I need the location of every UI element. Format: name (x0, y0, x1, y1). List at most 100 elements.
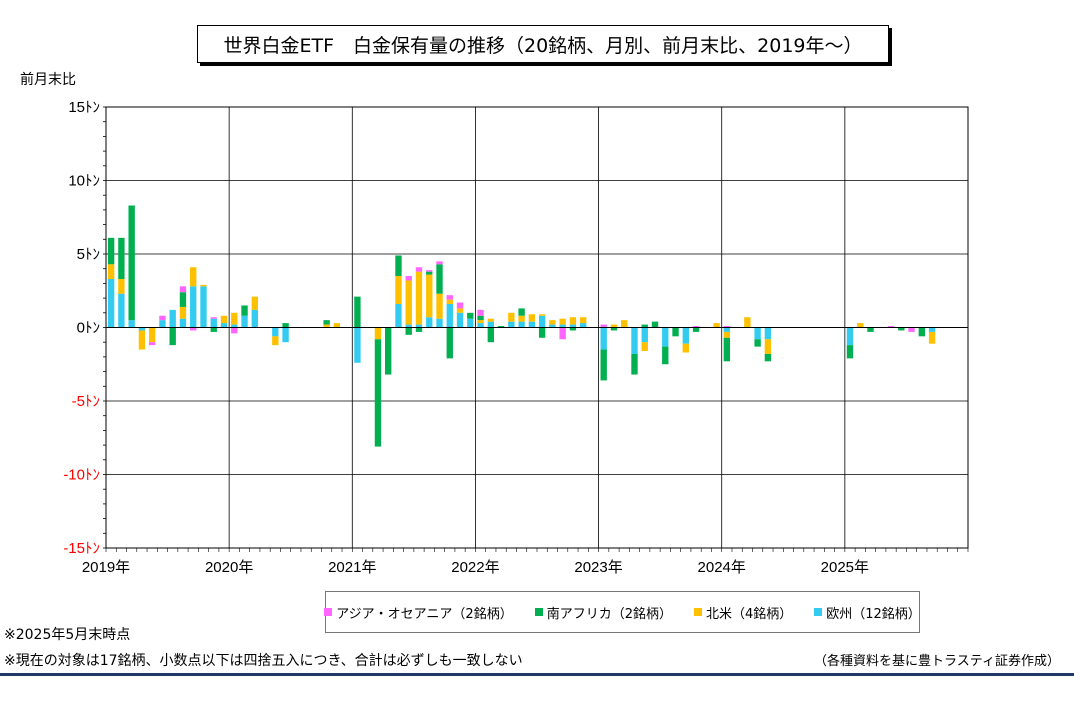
bar-segment-south-africa (477, 315, 484, 321)
y-tick-label: -5ﾄﾝ (72, 393, 100, 410)
bar-segment-asia (415, 267, 423, 272)
bar-segment-south-africa (538, 327, 546, 338)
bar-segment-south-africa (723, 337, 731, 362)
bar-segment-north-america (477, 320, 484, 324)
bar-segment-asia (405, 276, 412, 281)
bar-segment-north-america (148, 327, 156, 343)
bar-segment-europe (518, 321, 525, 328)
bar-segment-europe (251, 309, 258, 328)
bar-segment-south-africa (651, 321, 659, 328)
bar-segment-europe (200, 286, 207, 328)
bar-segment-south-africa (241, 305, 248, 316)
bar-segment-asia (456, 302, 464, 309)
bar-segment-south-africa (128, 205, 135, 321)
bar-segment-europe (467, 318, 474, 328)
bar-segment-europe (446, 303, 453, 328)
legend-item-asia: アジア・オセアニア（2銘柄） (324, 603, 513, 622)
bar-segment-europe (754, 327, 761, 340)
chart-title: 世界白金ETF 白金保有量の推移（20銘柄、月別、前月末比、2019年～） (197, 25, 889, 63)
bar-segment-europe (928, 327, 936, 332)
x-year-label: 2022年 (451, 559, 499, 576)
legend-label-asia: アジア・オセアニア（2銘柄） (336, 606, 513, 622)
y-tick-label: -15ﾄﾝ (63, 540, 100, 557)
bar-segment-north-america (138, 330, 146, 350)
bar-segment-north-america (405, 280, 412, 325)
bar-segment-north-america (272, 336, 279, 346)
bar-segment-europe (272, 327, 279, 337)
bar-segment-north-america (374, 327, 382, 340)
bar-segment-north-america (508, 312, 515, 322)
bar-segment-europe (631, 327, 638, 354)
bar-segment-north-america (426, 274, 433, 318)
bar-segment-asia (159, 315, 166, 321)
x-year-label: 2019年 (82, 559, 130, 576)
bar-segment-europe (128, 320, 135, 328)
bar-segment-south-africa (426, 271, 433, 275)
legend-swatch-asia (324, 608, 333, 616)
bar-segment-south-africa (631, 353, 638, 375)
bar-segment-south-africa (415, 327, 423, 332)
bar-segment-south-africa (641, 324, 648, 328)
bar-segment-north-america (118, 278, 125, 294)
bar-segment-north-america (528, 314, 536, 322)
y-axis-title: 前月末比 (20, 71, 76, 87)
source-note: （各種資料を基に豊トラスティ証券作成） (814, 654, 1060, 669)
bar-segment-south-africa (692, 327, 700, 332)
bar-segment-north-america (436, 293, 443, 319)
bar-segment-south-africa (405, 327, 412, 335)
bar-segment-south-africa (898, 327, 905, 331)
bar-segment-asia (692, 326, 700, 328)
bar-segment-europe (456, 312, 464, 328)
bar-segment-europe (538, 315, 546, 328)
bar-segment-asia (148, 342, 156, 346)
bar-segment-south-africa (600, 349, 607, 381)
legend-item-europe: 欧州（12銘柄） (814, 603, 921, 622)
bar-segment-south-africa (672, 327, 679, 337)
footer-divider (0, 673, 1074, 676)
bar-segment-europe (641, 327, 648, 343)
bar-segment-europe (354, 327, 361, 363)
legend-label-europe: 欧州（12銘柄） (826, 606, 921, 622)
bar-segment-asia (908, 327, 915, 332)
bar-segment-north-america (323, 324, 330, 328)
bar-segment-north-america (559, 318, 566, 325)
x-year-label: 2025年 (821, 559, 869, 576)
bar-segment-south-africa (282, 323, 289, 328)
bar-segment-europe (169, 309, 176, 328)
bar-segment-europe (682, 327, 689, 344)
x-year-label: 2023年 (574, 559, 622, 576)
bar-segment-asia (190, 327, 197, 331)
bar-chart: 15ﾄﾝ 10ﾄﾝ 5ﾄﾝ 0ﾄﾝ -5ﾄﾝ -10ﾄﾝ -15ﾄﾝ 前月末比 2019年 202… (20, 71, 969, 576)
bar-segment-north-america (621, 320, 628, 328)
y-tick-label: 10ﾄﾝ (68, 173, 100, 190)
bar-segment-north-america (641, 342, 648, 352)
bar-segment-south-africa (179, 292, 187, 307)
bar-segment-europe (764, 327, 772, 340)
bar-segment-south-africa (518, 308, 525, 316)
legend-label-north-america: 北米（4銘柄） (705, 606, 793, 622)
bar-segment-asia (723, 326, 731, 328)
bar-segment-north-america (610, 324, 618, 328)
bar-segment-north-america (220, 315, 228, 324)
bar-segment-north-america (928, 331, 936, 344)
bar-segment-europe (415, 324, 423, 328)
bar-segment-asia (887, 326, 895, 328)
bar-segment-europe (559, 324, 566, 328)
bar-segment-europe (436, 318, 443, 328)
bar-segment-europe (210, 318, 217, 328)
bar-segment-north-america (518, 315, 525, 322)
x-year-label: 2020年 (205, 559, 253, 576)
bar-segment-south-africa (569, 327, 577, 331)
bar-segment-europe (426, 317, 433, 328)
bar-segment-europe (395, 303, 402, 328)
bar-segment-south-africa (754, 339, 761, 347)
bar-segment-north-america (333, 323, 341, 328)
legend-swatch-north-america (693, 608, 702, 616)
bar-segment-asia (600, 324, 607, 328)
bar-segment-europe (241, 315, 248, 328)
bar-segment-asia (477, 309, 484, 316)
bar-segment-south-africa (918, 327, 926, 337)
y-tick-label: 5ﾄﾝ (77, 246, 100, 263)
bar-segment-europe (179, 318, 187, 328)
bar-segment-europe (579, 323, 587, 328)
